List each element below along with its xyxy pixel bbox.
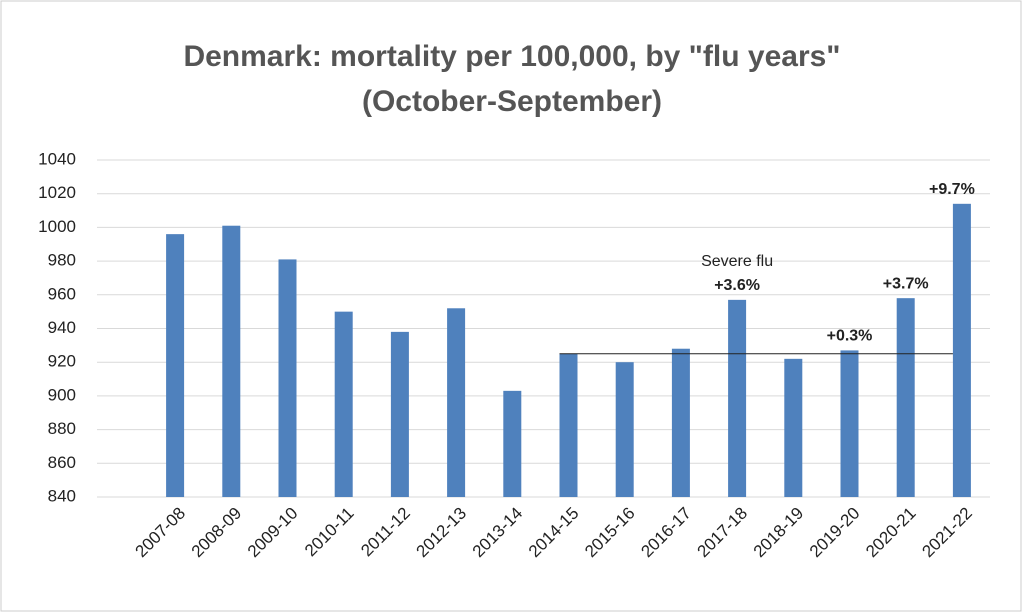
annotation: +3.7% <box>883 275 929 292</box>
y-tick-label: 980 <box>48 251 76 270</box>
bar <box>559 353 578 497</box>
bar <box>615 362 634 497</box>
y-tick-label: 860 <box>48 453 76 472</box>
annotation: +3.6% <box>714 277 760 294</box>
y-tick-label: 1000 <box>38 217 76 236</box>
bar <box>503 390 522 497</box>
bar <box>334 311 353 497</box>
annotation: +0.3% <box>827 328 873 345</box>
bar <box>278 259 297 497</box>
annotation: +9.7% <box>929 181 975 198</box>
y-tick-label: 920 <box>48 352 76 371</box>
y-tick-label: 1020 <box>38 183 76 202</box>
bar <box>166 234 185 497</box>
y-tick-label: 1040 <box>38 149 76 168</box>
bar <box>390 331 409 497</box>
y-tick-label: 960 <box>48 284 76 303</box>
bar <box>671 348 690 497</box>
y-tick-label: 840 <box>48 486 76 505</box>
bar <box>728 299 747 497</box>
chart-subtitle: (October-September) <box>362 85 662 118</box>
y-tick-label: 900 <box>48 385 76 404</box>
bar <box>896 298 915 497</box>
bar <box>952 203 971 497</box>
bar <box>784 358 803 497</box>
y-tick-label: 880 <box>48 419 76 438</box>
chart-title: Denmark: mortality per 100,000, by "flu … <box>183 40 840 73</box>
y-tick-label: 940 <box>48 318 76 337</box>
bar <box>840 350 859 497</box>
bar <box>447 308 466 497</box>
bar <box>222 225 241 497</box>
annotation: Severe flu <box>701 253 773 270</box>
